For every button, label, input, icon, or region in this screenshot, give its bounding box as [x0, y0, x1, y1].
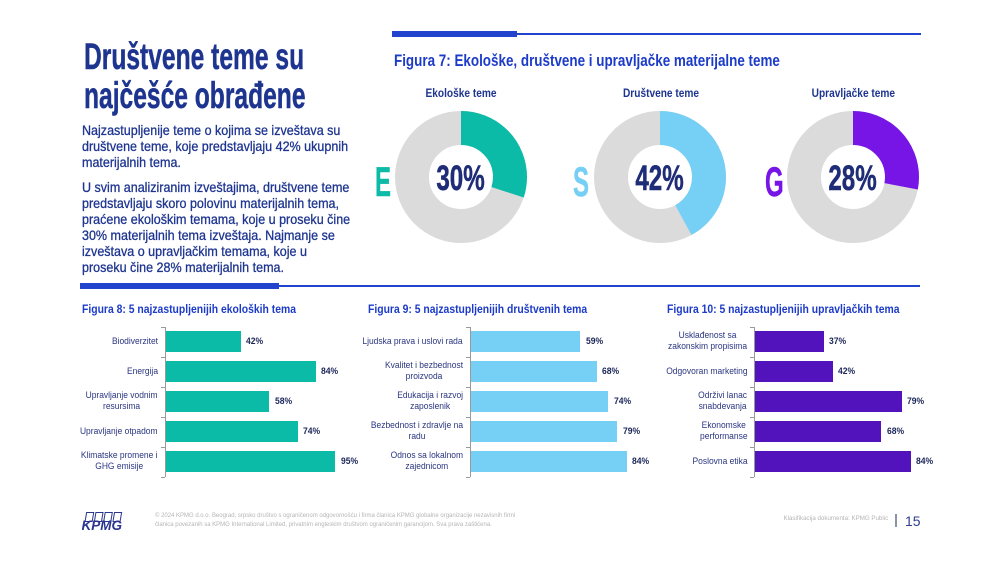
svg-text:KPMG: KPMG — [82, 518, 122, 532]
